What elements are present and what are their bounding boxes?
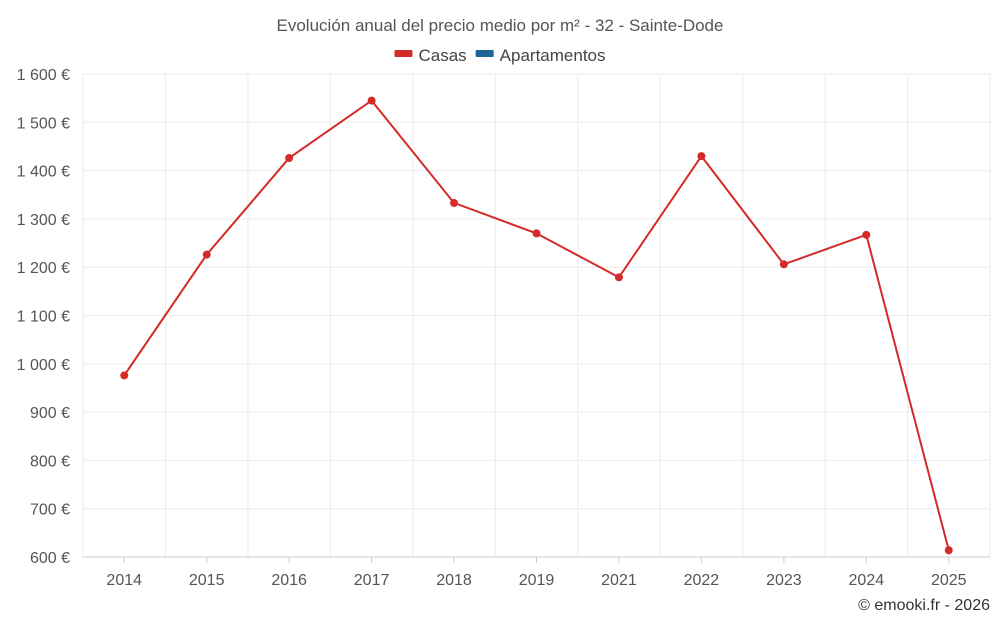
data-point [120, 371, 129, 380]
x-tick-label: 2023 [766, 572, 802, 589]
legend-item-apartamentos[interactable]: Apartamentos [475, 46, 606, 65]
data-point [614, 273, 623, 282]
data-point [202, 250, 211, 259]
data-point [944, 546, 953, 555]
x-axis: 2014 2015 2016 2017 2018 2019 2021 2022 2023 2024… [83, 556, 990, 589]
x-tick-label: 2014 [106, 572, 142, 589]
y-tick-label: 1 200 € [17, 260, 70, 277]
x-tick-label: 2022 [684, 572, 720, 589]
chart-grid [82, 73, 991, 558]
x-tick-label: 2019 [519, 572, 555, 589]
y-tick-label: 800 € [30, 453, 70, 470]
data-point [779, 260, 788, 269]
legend-swatch [475, 50, 494, 57]
y-tick-label: 1 000 € [17, 357, 70, 374]
y-tick-label: 1 500 € [17, 115, 70, 132]
y-tick-label: 1 400 € [17, 164, 70, 181]
x-tick-label: 2017 [354, 572, 390, 589]
y-tick-label: 900 € [30, 405, 70, 422]
credit-text: © emooki.fr - 2026 [858, 597, 990, 614]
plot-area [120, 96, 953, 555]
data-point [450, 198, 459, 207]
chart-legend: Casas Apartamentos [394, 46, 606, 65]
data-point [532, 229, 541, 238]
y-tick-label: 1 300 € [17, 212, 70, 229]
data-point [697, 152, 706, 161]
x-tick-label: 2016 [271, 572, 307, 589]
x-tick-label: 2015 [189, 572, 225, 589]
data-point [285, 154, 294, 163]
legend-item-casas[interactable]: Casas [394, 46, 467, 65]
x-tick-label: 2021 [601, 572, 637, 589]
y-tick-label: 1 600 € [17, 67, 70, 84]
y-tick-label: 1 100 € [17, 309, 70, 326]
y-tick-label: 700 € [30, 502, 70, 519]
x-tick-label: 2025 [931, 572, 967, 589]
y-axis: 600 € 700 € 800 € 900 € 1 000 € 1 100 € 1 200 … [17, 67, 70, 567]
chart-title: Evolución anual del precio medio por m² … [277, 16, 724, 35]
legend-swatch [394, 50, 413, 57]
data-point [367, 96, 376, 105]
x-tick-label: 2024 [849, 572, 885, 589]
y-tick-label: 600 € [30, 550, 70, 567]
data-point [862, 230, 871, 239]
legend-label: Casas [418, 46, 466, 65]
legend-label: Apartamentos [500, 46, 606, 65]
x-tick-label: 2018 [436, 572, 472, 589]
